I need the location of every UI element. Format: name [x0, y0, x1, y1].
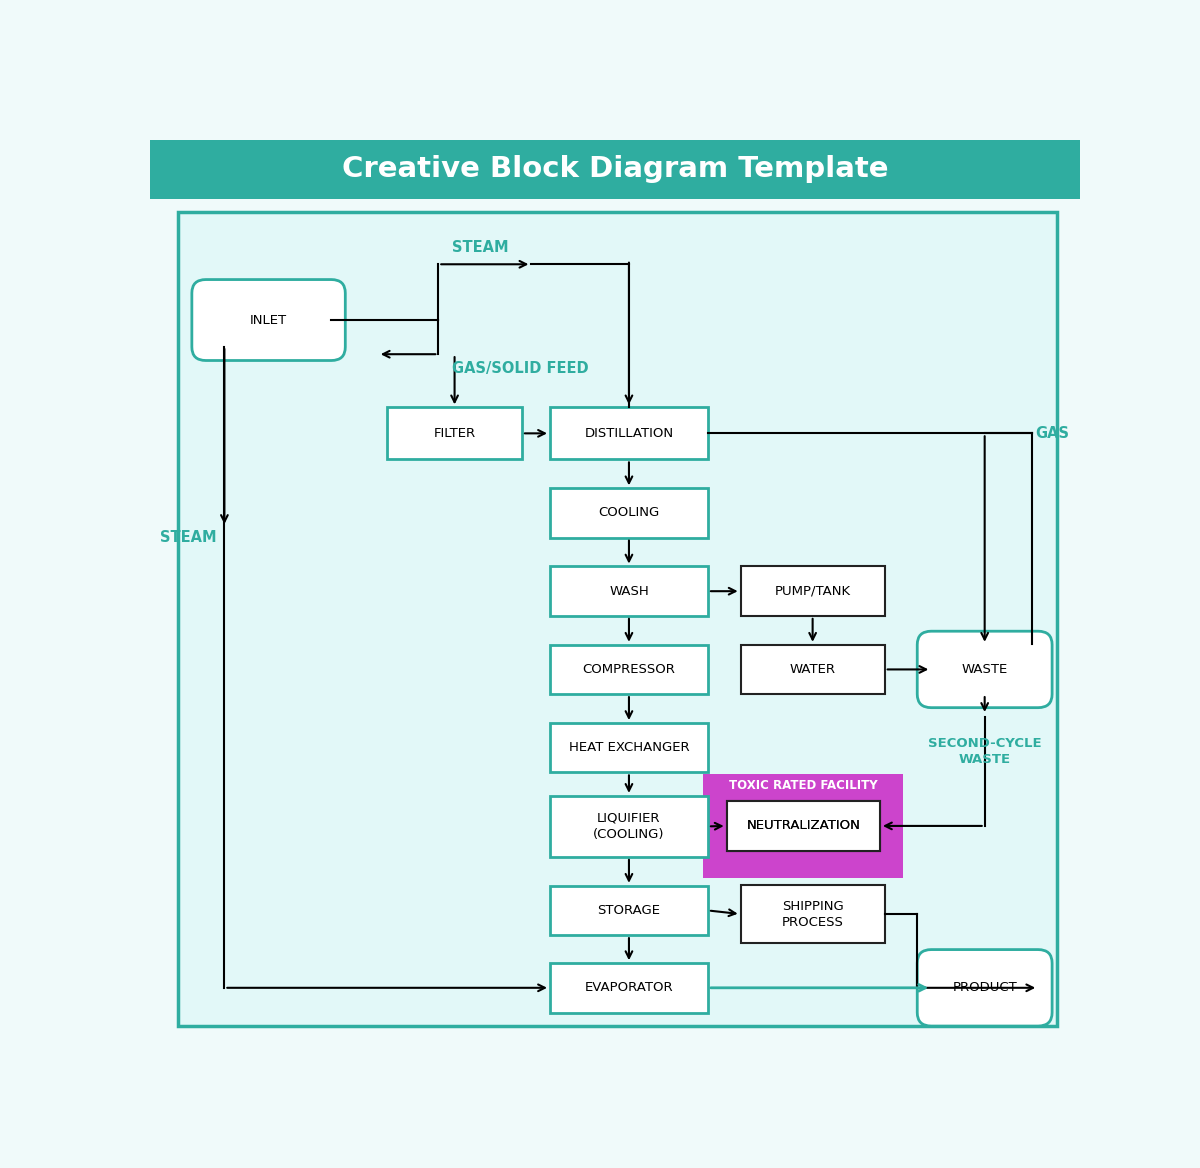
Text: WATER: WATER [790, 663, 835, 676]
Text: COMPRESSOR: COMPRESSOR [582, 663, 676, 676]
Text: GAS/SOLID FEED: GAS/SOLID FEED [452, 361, 589, 376]
Text: SHIPPING
PROCESS: SHIPPING PROCESS [781, 899, 844, 929]
FancyBboxPatch shape [192, 279, 346, 361]
Text: WASH: WASH [610, 585, 649, 598]
FancyBboxPatch shape [550, 723, 708, 772]
FancyBboxPatch shape [388, 408, 522, 459]
FancyBboxPatch shape [917, 631, 1052, 708]
FancyBboxPatch shape [740, 566, 884, 616]
FancyBboxPatch shape [550, 795, 708, 857]
FancyBboxPatch shape [740, 885, 884, 944]
Text: NEUTRALIZATION: NEUTRALIZATION [746, 820, 860, 833]
FancyBboxPatch shape [727, 801, 880, 850]
FancyBboxPatch shape [703, 774, 904, 877]
Text: COOLING: COOLING [599, 507, 660, 520]
Text: INLET: INLET [250, 313, 287, 327]
FancyBboxPatch shape [550, 488, 708, 537]
Text: WASTE: WASTE [961, 663, 1008, 676]
Text: FILTER: FILTER [433, 426, 475, 440]
Text: PRODUCT: PRODUCT [953, 981, 1018, 994]
FancyBboxPatch shape [550, 645, 708, 694]
Text: Creative Block Diagram Template: Creative Block Diagram Template [342, 155, 888, 183]
FancyBboxPatch shape [740, 645, 884, 694]
FancyBboxPatch shape [550, 408, 708, 459]
Text: NEUTRALIZATION: NEUTRALIZATION [746, 820, 860, 833]
Text: LIQUIFIER
(COOLING): LIQUIFIER (COOLING) [593, 812, 665, 841]
Text: HEAT EXCHANGER: HEAT EXCHANGER [569, 742, 689, 755]
FancyBboxPatch shape [917, 950, 1052, 1026]
Text: GAS: GAS [1036, 426, 1069, 440]
Text: PUMP/TANK: PUMP/TANK [774, 585, 851, 598]
FancyBboxPatch shape [550, 964, 708, 1013]
FancyBboxPatch shape [550, 566, 708, 616]
FancyBboxPatch shape [178, 213, 1057, 1026]
Text: STEAM: STEAM [452, 241, 509, 256]
Text: STEAM: STEAM [161, 530, 217, 545]
FancyBboxPatch shape [150, 140, 1080, 199]
Text: STORAGE: STORAGE [598, 904, 660, 917]
Text: TOXIC RATED FACILITY: TOXIC RATED FACILITY [730, 779, 877, 792]
FancyBboxPatch shape [727, 801, 880, 850]
Text: DISTILLATION: DISTILLATION [584, 426, 673, 440]
Text: SECOND-CYCLE
WASTE: SECOND-CYCLE WASTE [928, 737, 1042, 766]
Text: EVAPORATOR: EVAPORATOR [584, 981, 673, 994]
FancyBboxPatch shape [550, 885, 708, 936]
